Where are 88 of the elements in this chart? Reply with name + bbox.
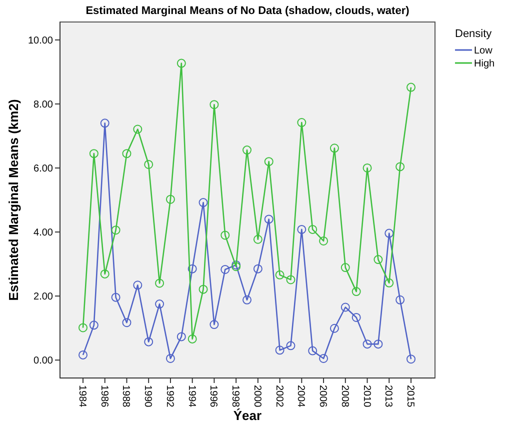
- point: [122, 149, 132, 158]
- chart-title: Estimated Marginal Means of No Data (shadow, clouds, water): [86, 5, 410, 17]
- point: [264, 157, 274, 166]
- point: [155, 278, 164, 288]
- point: [297, 224, 306, 234]
- point: [111, 292, 120, 302]
- point: [319, 354, 328, 363]
- x-tick-label: 1996: [208, 385, 219, 408]
- point: [166, 354, 175, 363]
- point: [100, 269, 110, 278]
- point: [396, 162, 405, 172]
- y-axis-title: Estimated Marginal Means (km2): [6, 99, 21, 301]
- point: [340, 302, 350, 312]
- point: [396, 295, 405, 304]
- point: [176, 58, 186, 68]
- point: [188, 264, 197, 274]
- x-tick-label: 1990: [142, 385, 154, 408]
- point: [122, 318, 132, 328]
- x-tick-label: 1988: [120, 385, 132, 408]
- x-axis-title: Ýear: [233, 408, 262, 423]
- y-tick-label: 6.00: [34, 163, 54, 174]
- point: [286, 341, 296, 350]
- point: [242, 146, 252, 155]
- y-tick-label: 4.00: [34, 228, 54, 239]
- point: [242, 295, 252, 304]
- point: [297, 118, 306, 128]
- x-tick-label: 1994: [186, 385, 197, 408]
- y-tick-label: 8.00: [34, 99, 54, 110]
- point: [384, 228, 394, 238]
- point: [308, 346, 318, 356]
- point: [384, 278, 394, 288]
- point: [362, 340, 372, 349]
- legend-label: Low: [474, 46, 494, 56]
- point: [264, 214, 274, 224]
- x-tick-label: 1992: [164, 385, 175, 408]
- point: [319, 236, 328, 246]
- point: [198, 284, 208, 294]
- point: [220, 230, 230, 240]
- point: [78, 350, 88, 360]
- x-tick-label: 2004: [295, 385, 306, 408]
- point: [340, 263, 350, 272]
- point: [374, 255, 383, 264]
- point: [253, 264, 262, 274]
- point: [362, 163, 372, 172]
- point: [253, 234, 262, 244]
- point: [155, 300, 164, 309]
- x-tick-label: 2000: [251, 385, 262, 408]
- point: [308, 224, 318, 234]
- point: [133, 124, 142, 134]
- point: [352, 312, 361, 322]
- x-tick-label: 2008: [338, 385, 350, 408]
- point: [406, 354, 416, 364]
- legend-label: High: [474, 58, 495, 70]
- point: [406, 82, 416, 92]
- point: [166, 194, 175, 204]
- point: [286, 275, 296, 284]
- point: [330, 144, 339, 153]
- y-tick-label: 2.00: [34, 292, 54, 303]
- x-tick-label: 2015: [404, 385, 416, 408]
- point: [89, 320, 98, 330]
- point: [330, 324, 339, 333]
- point: [210, 320, 219, 330]
- point: [144, 337, 154, 346]
- point: [188, 334, 197, 344]
- legend-title: Density: [455, 28, 492, 40]
- x-tick-label: 2002: [273, 385, 284, 408]
- y-tick-label: 0.00: [34, 356, 54, 367]
- point: [275, 270, 284, 280]
- y-tick-label: 10.00: [28, 35, 54, 46]
- point: [198, 198, 208, 208]
- x-tick-label: 2010: [360, 385, 372, 408]
- point: [100, 118, 110, 128]
- point: [352, 287, 361, 296]
- point: [78, 323, 88, 332]
- point: [144, 160, 154, 169]
- x-tick-label: 1998: [230, 385, 241, 408]
- x-tick-label: 1984: [76, 385, 88, 408]
- x-tick-label: 1986: [98, 385, 110, 408]
- point: [111, 226, 120, 235]
- point: [133, 280, 142, 290]
- point: [210, 100, 219, 110]
- point: [374, 340, 383, 349]
- point: [176, 332, 186, 342]
- point: [275, 346, 284, 355]
- x-tick-label: 2006: [317, 385, 328, 408]
- point: [89, 149, 98, 158]
- x-tick-label: 2013: [382, 385, 394, 408]
- point: [220, 264, 230, 274]
